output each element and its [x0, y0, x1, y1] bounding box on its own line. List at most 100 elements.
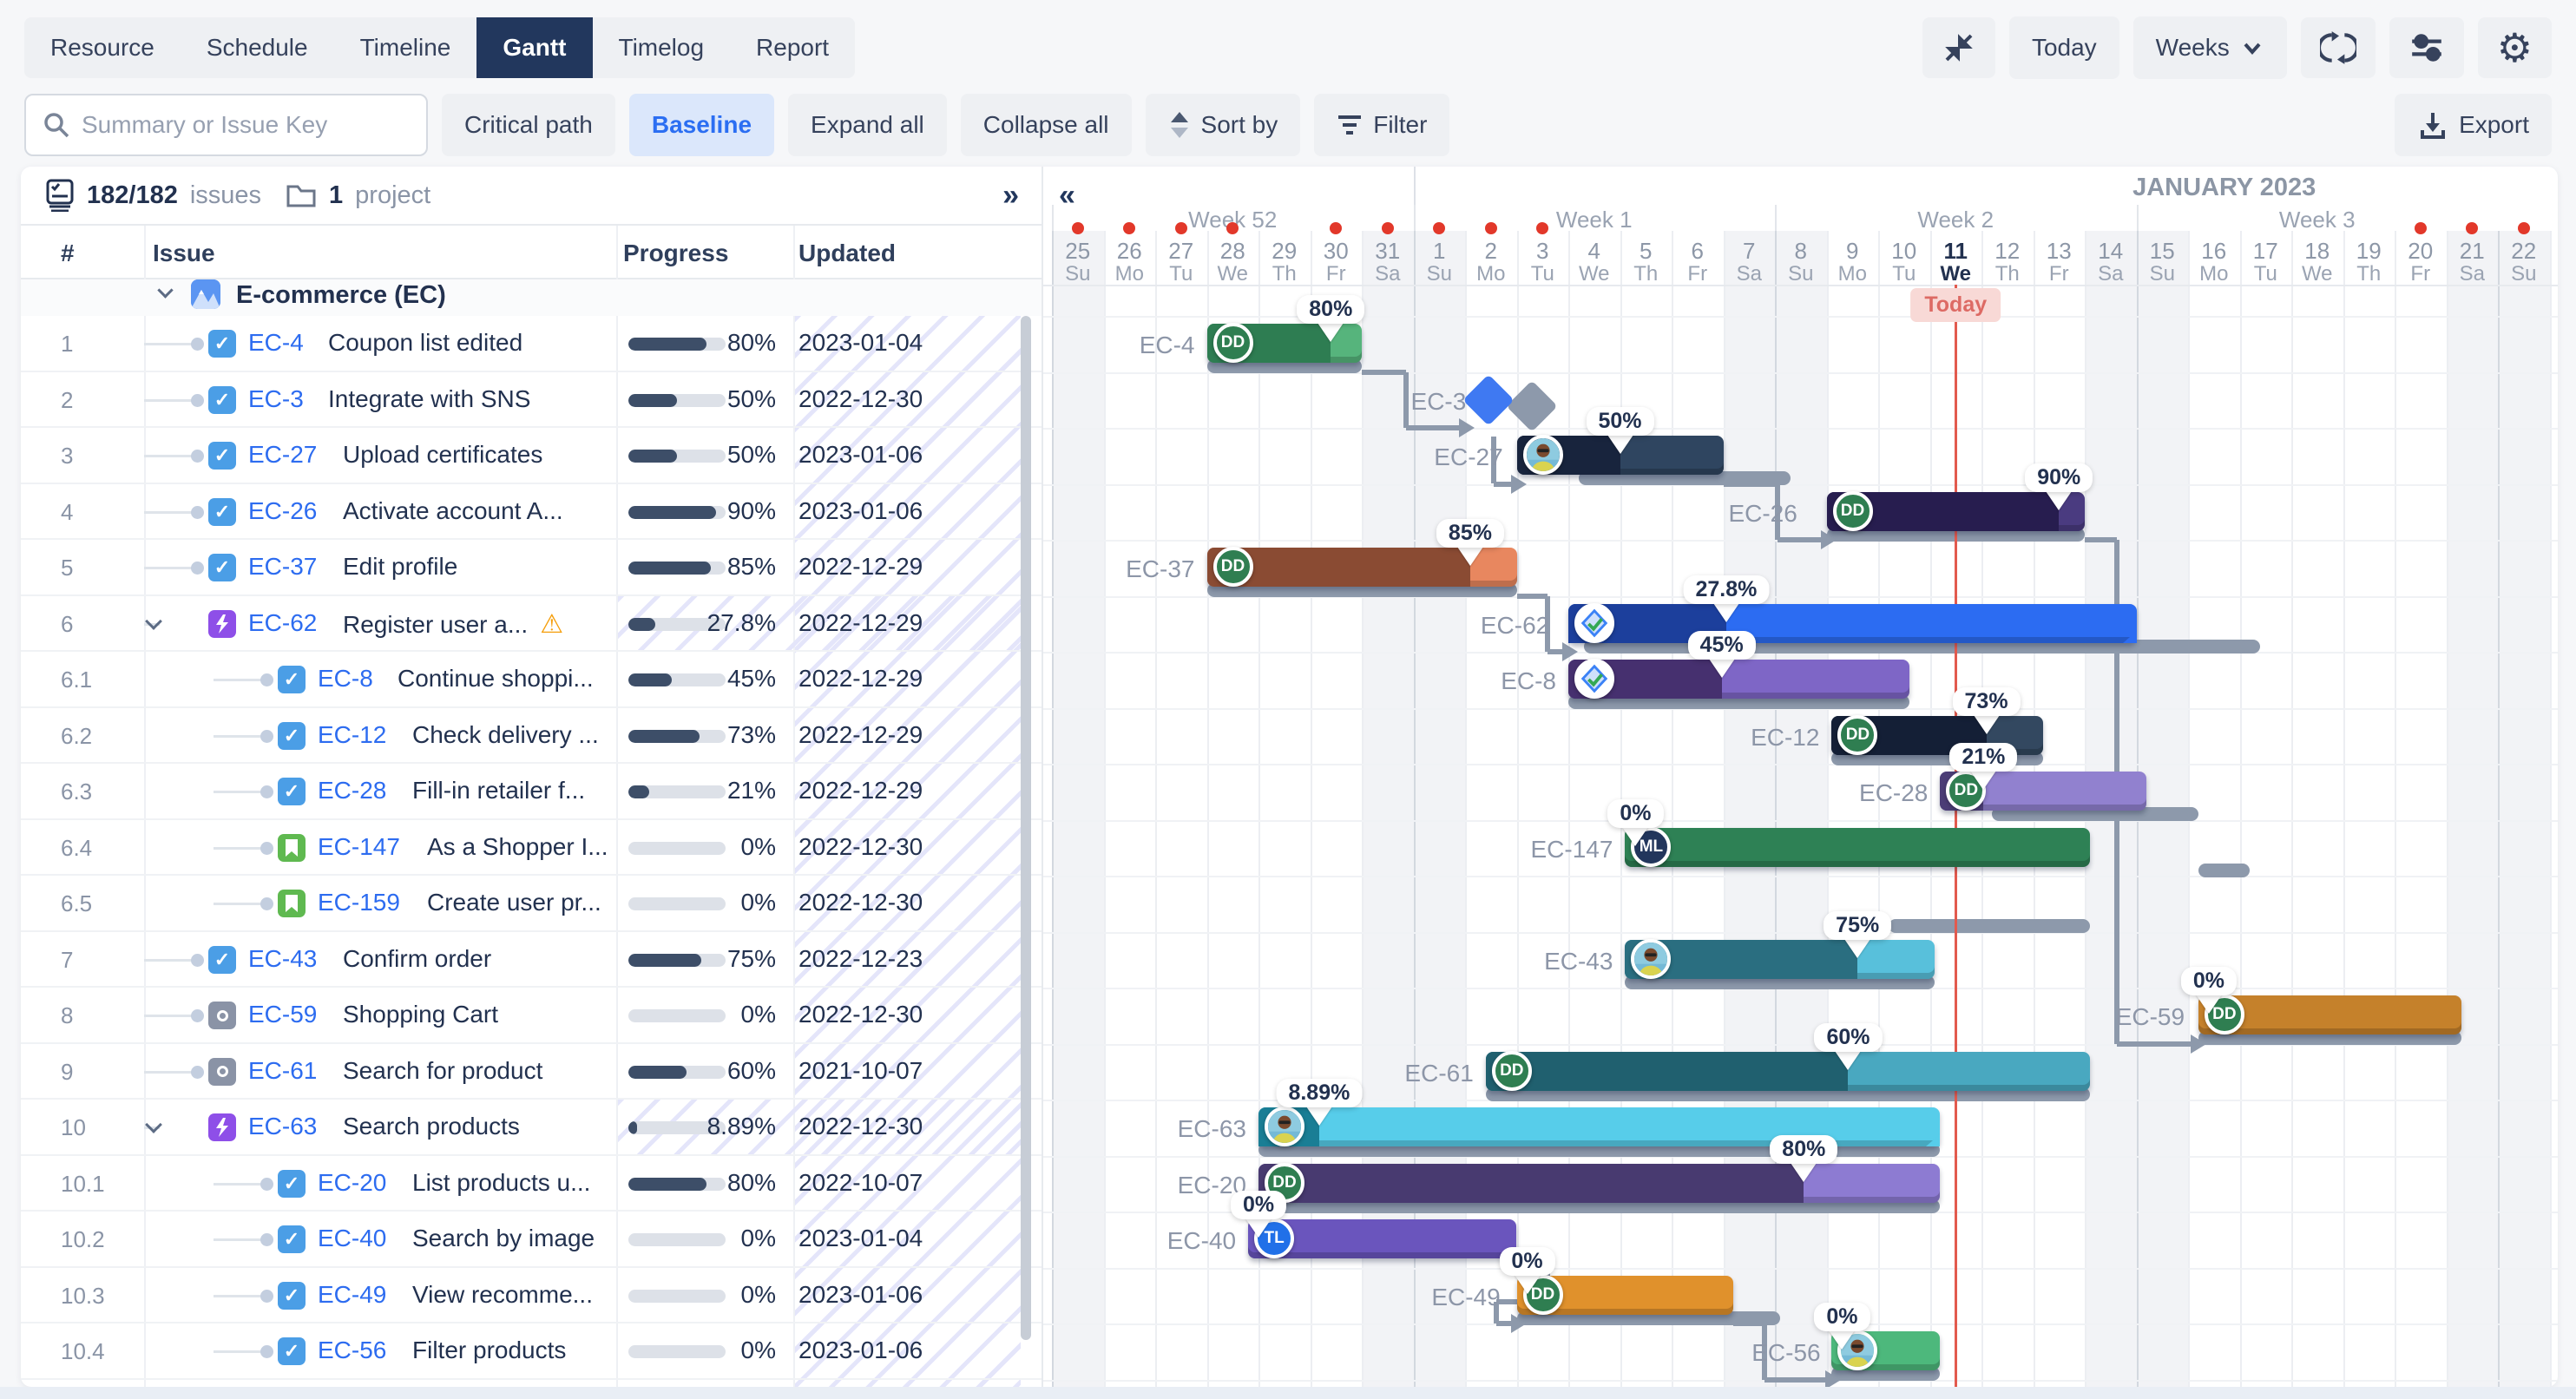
column-header-issue[interactable]: Issue	[153, 240, 215, 266]
table-row[interactable]: 1 ✓ EC-4 Coupon list edited 80% 2023-01-04	[21, 316, 1042, 372]
export-button[interactable]: Export	[2395, 94, 2552, 156]
issue-key-link[interactable]: EC-147	[318, 832, 400, 860]
gantt-bar[interactable]	[1568, 660, 1909, 699]
gantt-bar[interactable]	[1485, 1051, 2090, 1091]
dependency-line	[1723, 481, 1778, 487]
table-row[interactable]: 4 ✓ EC-26 Activate account A... 90% 2023-01-0…	[21, 484, 1042, 540]
horizontal-scrollbar[interactable]	[0, 1387, 2576, 1399]
issue-key-link[interactable]: EC-159	[318, 889, 400, 916]
table-row[interactable]	[21, 1380, 1042, 1388]
gantt-bar[interactable]	[1625, 939, 1935, 979]
table-scrollbar[interactable]	[1021, 316, 1031, 1340]
table-row[interactable]: 6.4 EC-147 As a Shopper I... 0% 2022-12-30	[21, 820, 1042, 876]
filter-button[interactable]: Filter	[1314, 94, 1450, 156]
timeline-day-number: 7	[1743, 238, 1756, 264]
issue-key-link[interactable]: EC-8	[318, 665, 373, 692]
issue-summary: List products u...	[412, 1168, 591, 1196]
zoom-select[interactable]: Weeks	[2132, 16, 2287, 79]
column-header-num[interactable]: #	[61, 240, 75, 266]
tab-gantt[interactable]: Gantt	[476, 17, 593, 78]
issue-key-link[interactable]: EC-63	[248, 1113, 318, 1140]
table-row[interactable]: 2 ✓ EC-3 Integrate with SNS 50% 2022-12-30	[21, 372, 1042, 428]
project-row[interactable]: E-commerce (EC)	[21, 279, 1042, 316]
issue-key-link[interactable]: EC-27	[248, 441, 318, 468]
tab-schedule[interactable]: Schedule	[206, 34, 308, 61]
baseline-button[interactable]: Baseline	[628, 94, 775, 156]
table-row[interactable]: 10 EC-63 Search products 8.89% 2022-12-30	[21, 1100, 1042, 1156]
tab-timeline[interactable]: Timeline	[359, 34, 451, 61]
issue-key-link[interactable]: EC-37	[248, 553, 318, 580]
progress-pin	[1791, 1162, 1817, 1182]
issue-key-link[interactable]: EC-61	[248, 1056, 318, 1084]
gantt-bar[interactable]	[1625, 827, 2090, 867]
table-row[interactable]: 9 EC-61 Search for product 60% 2021-10-07	[21, 1044, 1042, 1100]
progress-bar-fill	[628, 953, 701, 967]
sort-by-button[interactable]: Sort by	[1145, 94, 1301, 156]
issue-key-link[interactable]: EC-40	[318, 1225, 387, 1251]
table-row[interactable]: 10.2 ✓ EC-40 Search by image 0% 2023-01-04	[21, 1212, 1042, 1268]
gantt-bar[interactable]	[1258, 1107, 1941, 1146]
issue-key-link[interactable]: EC-3	[248, 384, 304, 412]
issues-summary-header: 182/182 issues 1 project »	[21, 167, 1042, 226]
timeline-day-number: 14	[2098, 238, 2124, 264]
progress-pin	[1844, 938, 1871, 958]
issue-key-link[interactable]: EC-26	[248, 496, 318, 524]
table-row[interactable]: 6.3 ✓ EC-28 Fill-in retailer f... 21% 2022-12…	[21, 764, 1042, 820]
grid-row-line	[1043, 876, 2558, 877]
gantt-bar[interactable]	[1258, 1163, 1941, 1203]
view-settings-button[interactable]	[2389, 17, 2464, 78]
dependency-arrow-icon	[1510, 474, 1527, 494]
assignee-avatar: DD	[1522, 1274, 1563, 1315]
grid-day-line	[2239, 231, 2242, 1387]
task-icon: ✓	[208, 554, 236, 581]
table-row[interactable]: 6.1 ✓ EC-8 Continue shoppi... 45% 2022-12-29	[21, 652, 1042, 708]
progress-bar	[628, 673, 726, 686]
issue-key-link[interactable]: EC-28	[318, 777, 387, 804]
issue-key-link[interactable]: EC-12	[318, 720, 387, 748]
issue-key-link[interactable]: EC-56	[318, 1337, 387, 1363]
table-row[interactable]: 10.1 ✓ EC-20 List products u... 80% 2022-10-0…	[21, 1156, 1042, 1212]
issue-key-link[interactable]: EC-62	[248, 608, 318, 636]
table-row[interactable]: 5 ✓ EC-37 Edit profile 85% 2022-12-29	[21, 540, 1042, 596]
issue-key-link[interactable]: EC-59	[248, 1001, 318, 1028]
chevron-down-icon[interactable]	[145, 612, 162, 630]
table-row[interactable]: 10.3 ✓ EC-49 View recomme... 0% 2023-01-06	[21, 1268, 1042, 1323]
today-button[interactable]: Today	[2008, 16, 2119, 79]
sync-button[interactable]	[2300, 17, 2376, 78]
column-header-updated[interactable]: Updated	[798, 240, 896, 266]
expand-panel-button[interactable]: »	[1002, 178, 1019, 212]
chevron-down-icon[interactable]	[157, 282, 174, 299]
tab-report[interactable]: Report	[756, 34, 830, 61]
issue-key-link[interactable]: EC-49	[318, 1280, 387, 1308]
grid-day-line	[1362, 231, 1364, 1387]
timeline-day-number: 3	[1536, 238, 1549, 264]
table-row[interactable]: 10.4 ✓ EC-56 Filter products 0% 2023-01-06	[21, 1323, 1042, 1380]
table-row[interactable]: 8 EC-59 Shopping Cart 0% 2022-12-30	[21, 988, 1042, 1044]
issue-key-link[interactable]: EC-4	[248, 329, 304, 356]
collapse-view-button[interactable]	[1922, 17, 1995, 78]
expand-all-button[interactable]: Expand all	[788, 94, 947, 156]
issue-key-link[interactable]: EC-43	[248, 944, 318, 972]
timeline-day-number: 30	[1323, 238, 1349, 264]
critical-path-button[interactable]: Critical path	[442, 94, 615, 156]
tab-timelog[interactable]: Timelog	[618, 34, 705, 61]
gantt-bar[interactable]	[1568, 603, 2137, 643]
table-row[interactable]: 7 ✓ EC-43 Confirm order 75% 2022-12-23	[21, 932, 1042, 988]
table-row[interactable]: 6.5 EC-159 Create user pr... 0% 2022-12-30	[21, 876, 1042, 932]
table-row[interactable]: 6.2 ✓ EC-12 Check delivery ... 73% 2022-12-29	[21, 708, 1042, 764]
timeline-day-weekday: Sa	[1375, 262, 1401, 286]
issue-key-link[interactable]: EC-20	[318, 1168, 387, 1196]
collapse-panel-button[interactable]: «	[1059, 179, 1075, 212]
chevron-down-icon[interactable]	[145, 1116, 162, 1133]
collapse-all-button[interactable]: Collapse all	[960, 94, 1132, 156]
tab-resource[interactable]: Resource	[50, 34, 154, 61]
tree-line	[144, 958, 192, 962]
search-box[interactable]	[24, 94, 428, 156]
timeline-month-divider	[1413, 167, 1416, 205]
progress-pin-label: 27.8%	[1683, 575, 1770, 604]
search-input[interactable]	[82, 111, 411, 139]
table-row[interactable]: 3 ✓ EC-27 Upload certificates 50% 2023-01-06	[21, 428, 1042, 484]
settings-button[interactable]: ⚙	[2477, 17, 2552, 78]
table-row[interactable]: 6 EC-62 Register user a... ⚠ 27.8% 2022-12-29	[21, 595, 1042, 652]
column-header-progress[interactable]: Progress	[623, 240, 729, 266]
